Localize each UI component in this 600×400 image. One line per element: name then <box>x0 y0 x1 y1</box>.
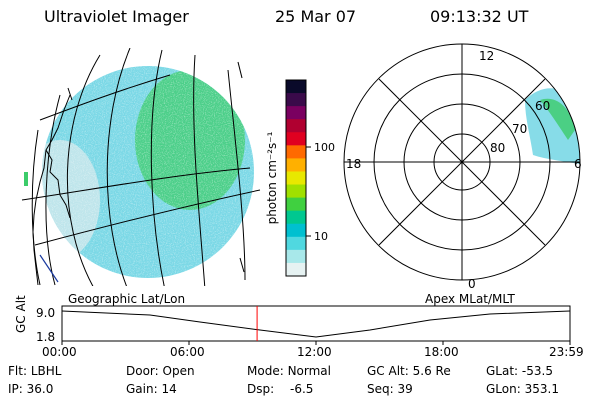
y-tick-1-8: 1.8 <box>36 330 56 344</box>
x-tick-1200: 12:00 <box>297 345 332 359</box>
filter-status: Flt: LBHL <box>8 364 62 378</box>
door-status: Door: Open <box>126 364 195 378</box>
x-tick-0000: 00:00 <box>42 345 77 359</box>
x-tick-2359: 23:59 <box>549 345 584 359</box>
coastline <box>32 87 73 286</box>
colorbar-step <box>286 106 306 120</box>
ip-status: IP: 36.0 <box>8 382 54 396</box>
colorbar-step <box>286 197 306 212</box>
colorbar-tick-100: 100 <box>314 141 335 154</box>
glat-status: GLat: -53.5 <box>486 364 553 378</box>
date-label: 25 Mar 07 <box>275 7 357 26</box>
mlt-label-12: 12 <box>479 49 494 63</box>
mlt-label-0: 0 <box>468 277 476 291</box>
y-tick-9: 9.0 <box>36 306 56 320</box>
geo-lat-lon-label: Geographic Lat/Lon <box>68 292 186 306</box>
colorbar-step <box>286 171 306 186</box>
colorbar-step <box>286 145 306 159</box>
terminator-line <box>39 254 59 283</box>
lat-lon-grid <box>21 48 261 286</box>
colorbar-unit-label: photon cm⁻²s⁻¹ <box>265 131 279 224</box>
gc-alt-status: GC Alt: 5.6 Re <box>367 364 451 378</box>
edge-emission <box>24 172 28 186</box>
altitude-curve <box>61 310 571 338</box>
colorbar-step <box>286 132 306 146</box>
mlat-label-60: 60 <box>535 99 550 113</box>
colorbar-step <box>286 184 306 199</box>
mlat-label-80: 80 <box>490 141 505 155</box>
x-tick-1800: 18:00 <box>424 345 459 359</box>
colorbar-step <box>286 119 306 133</box>
colorbar-step <box>286 236 306 251</box>
mlt-label-18: 18 <box>346 157 361 171</box>
glon-status: GLon: 353.1 <box>486 382 559 396</box>
dsp-status: Dsp: -6.5 <box>247 382 314 396</box>
mlt-label-6: 6 <box>574 157 582 171</box>
time-label: 09:13:32 UT <box>430 7 529 26</box>
apex-mlat-mlt-label: Apex MLat/MLT <box>425 292 515 306</box>
polar-aurora-bright <box>540 98 575 140</box>
colorbar-step <box>286 93 306 107</box>
app-title: Ultraviolet Imager <box>44 7 189 26</box>
colorbar-step <box>286 262 306 277</box>
mlat-label-70: 70 <box>512 122 527 136</box>
colorbar-step <box>286 223 306 238</box>
colorbar-step <box>286 210 306 225</box>
gain-status: Gain: 14 <box>126 382 177 396</box>
seq-status: Seq: 39 <box>367 382 413 396</box>
colorbar-step <box>286 249 306 264</box>
colorbar-step <box>286 80 306 94</box>
colorbar-step <box>286 158 306 172</box>
x-tick-0600: 06:00 <box>170 345 205 359</box>
mode-status: Mode: Normal <box>247 364 331 378</box>
colorbar-tick-10: 10 <box>314 230 328 243</box>
